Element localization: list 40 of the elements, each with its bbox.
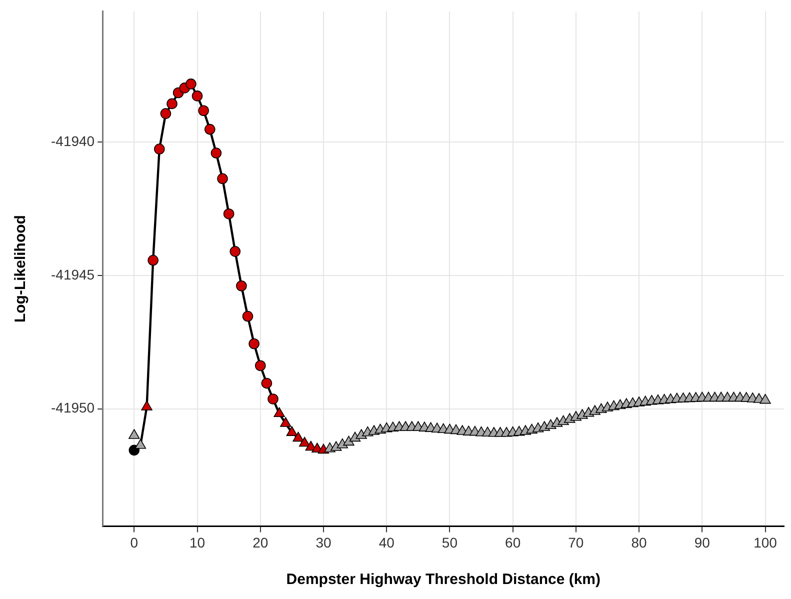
y-tick-label: -41945 <box>51 266 95 282</box>
y-tick-label: -41950 <box>51 400 95 416</box>
point <box>210 148 222 158</box>
point <box>217 173 228 184</box>
point <box>298 436 310 447</box>
x-tick-label: 50 <box>442 534 458 550</box>
x-tick-label: 0 <box>130 534 138 550</box>
x-tick-label: 90 <box>694 534 710 550</box>
x-axis-title: Dempster Highway Threshold Distance (km) <box>286 571 601 588</box>
y-axis-title: Log-Likelihood <box>12 215 30 323</box>
point <box>186 78 196 90</box>
point <box>166 98 178 110</box>
point <box>204 124 216 135</box>
point <box>236 280 247 292</box>
point <box>242 310 254 322</box>
x-tick-label: 40 <box>378 534 395 550</box>
x-tick-label: 70 <box>568 534 584 550</box>
x-tick-label: 10 <box>189 534 206 550</box>
point <box>160 108 172 119</box>
x-tick-label: 80 <box>631 534 648 550</box>
point <box>141 400 152 410</box>
point <box>198 105 209 116</box>
point <box>248 338 260 350</box>
point <box>192 90 203 102</box>
x-tick-label: 20 <box>252 534 268 550</box>
point <box>148 254 158 266</box>
point <box>254 360 266 372</box>
point <box>292 432 304 442</box>
point <box>230 246 241 257</box>
point <box>286 426 298 436</box>
x-tick-label: 30 <box>316 534 332 550</box>
point <box>223 208 234 220</box>
point <box>280 417 292 427</box>
y-tick-label: -41940 <box>51 132 95 149</box>
point <box>261 378 272 389</box>
x-tick-label: 60 <box>505 534 521 550</box>
x-tick-label: 100 <box>754 534 778 550</box>
point <box>154 144 165 154</box>
point <box>274 407 285 418</box>
point <box>268 394 278 404</box>
